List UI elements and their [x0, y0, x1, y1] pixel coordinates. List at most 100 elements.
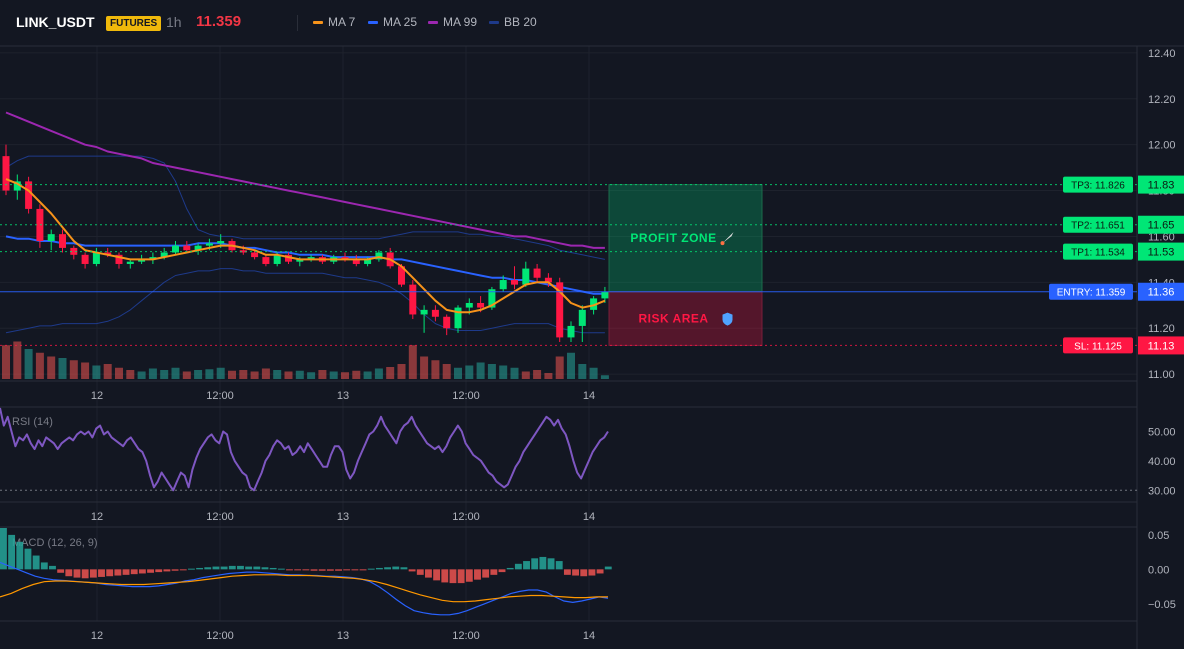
macd-histogram-bar — [335, 569, 342, 571]
tp2-tag-label: TP2: 11.651 — [1071, 221, 1125, 232]
x-tick-label: 14 — [583, 630, 595, 642]
candle-body — [431, 309, 439, 317]
macd-histogram-bar — [506, 567, 514, 570]
volume-bar — [499, 365, 508, 379]
macd-histogram-bar — [163, 569, 171, 572]
macd-histogram-bar — [171, 569, 179, 571]
candle-body — [36, 208, 44, 242]
volume-bar — [567, 352, 575, 379]
legend-ma25[interactable]: MA 25 — [368, 15, 417, 31]
volume-bar — [431, 360, 440, 379]
chart-header: LINK_USDT FUTURES 1h 11.359 MA 7 MA 25 M… — [0, 0, 1184, 46]
macd-tick-label: −0.05 — [1148, 599, 1176, 611]
price-tick-label: 12.40 — [1148, 48, 1176, 60]
macd-histogram-bar — [24, 548, 32, 570]
header-divider — [297, 15, 298, 31]
volume-bar — [386, 367, 395, 379]
legend-swatch-ma25 — [368, 21, 378, 25]
volume-bar — [261, 368, 270, 379]
interval-selector[interactable]: 1h — [166, 14, 182, 30]
candle-body — [601, 291, 609, 299]
volume-bar — [476, 362, 485, 379]
ma25-line — [5, 235, 605, 295]
volume-bar — [13, 341, 22, 379]
volume-bar — [182, 371, 191, 379]
candle-body — [296, 259, 304, 262]
macd-histogram-bar — [523, 561, 530, 570]
candle-body — [454, 307, 462, 329]
macd-histogram-bar — [384, 567, 392, 570]
macd-histogram-bar — [400, 567, 408, 570]
ma7-line — [5, 178, 606, 314]
candle-body — [556, 282, 564, 338]
macd-histogram-bar — [572, 569, 580, 576]
macd-histogram-bar — [269, 567, 277, 570]
volume-bar — [284, 371, 293, 379]
tp1-axis-tag — [1138, 242, 1184, 261]
macd-histogram-bar — [196, 567, 204, 570]
macd-histogram-bar — [187, 568, 195, 570]
volume-bar — [103, 364, 112, 379]
macd-histogram-bar — [449, 569, 457, 584]
legend-label-ma25: MA 25 — [383, 15, 418, 29]
candle-body — [25, 181, 33, 209]
macd-histogram-bar — [441, 569, 449, 583]
candle-body — [217, 241, 225, 244]
legend-ma99[interactable]: MA 99 — [428, 15, 477, 31]
macd-histogram-bar — [245, 566, 253, 570]
x-tick-label: 12 — [91, 511, 103, 523]
macd-histogram-bar — [318, 569, 326, 571]
candle-body — [341, 257, 349, 260]
legend-bb20[interactable]: BB 20 — [489, 15, 537, 31]
volume-bar — [442, 364, 451, 379]
futures-badge: FUTURES — [106, 16, 162, 31]
tp1-tag-label: TP1: 11.534 — [1071, 248, 1125, 259]
candle-body — [567, 325, 575, 338]
candle-body — [273, 254, 281, 264]
macd-histogram-bar — [89, 569, 97, 578]
macd-histogram-bar — [261, 567, 269, 570]
sl-axis-tag — [1138, 336, 1184, 355]
macd-panel[interactable]: MACD (12, 26, 9) — [0, 528, 612, 616]
x-tick-label: 13 — [337, 630, 349, 642]
candle-body — [375, 252, 383, 260]
macd-histogram-bar — [547, 558, 555, 570]
volume-bar — [35, 352, 44, 379]
macd-tick-label: 0.05 — [1148, 530, 1169, 542]
candle-body — [578, 309, 586, 326]
macd-histogram-bar — [114, 569, 122, 576]
volume-bar — [307, 372, 316, 379]
volume-bar — [273, 370, 282, 379]
x-tick-label: 12:00 — [452, 630, 480, 642]
macd-histogram-bar — [106, 569, 114, 577]
volume-bar — [374, 368, 383, 379]
macd-histogram-bar — [457, 569, 465, 584]
legend-ma7[interactable]: MA 7 — [313, 15, 355, 31]
macd-histogram-bar — [367, 568, 375, 570]
tp1-tag — [1063, 243, 1133, 260]
signal-line — [0, 574, 608, 603]
macd-histogram-bar — [40, 562, 48, 570]
volume-bar — [115, 367, 123, 379]
x-tick-label: 12:00 — [206, 511, 234, 523]
price-tick-label: 12.20 — [1148, 94, 1176, 106]
volume-bar — [408, 345, 417, 379]
macd-histogram-bar — [294, 569, 302, 571]
price-panel[interactable]: PROFIT ZONE RISK AREA TP3: 11.826 TP2: 11.6… — [0, 111, 1137, 380]
tp3-axis-tag — [1138, 175, 1184, 194]
candle-body — [511, 280, 518, 285]
symbol-name[interactable]: LINK_USDT — [16, 14, 95, 30]
volume-bar — [92, 365, 101, 379]
macd-histogram-bar — [310, 569, 318, 571]
candle-body — [443, 316, 451, 329]
candle-body — [251, 252, 259, 258]
x-tick-label: 12:00 — [452, 511, 480, 523]
macd-histogram-bar — [375, 567, 383, 570]
volume-bar — [341, 372, 349, 379]
rocket-flame — [720, 241, 725, 246]
macd-histogram-bar — [73, 569, 81, 578]
macd-histogram-bar — [408, 569, 416, 572]
rsi-panel[interactable]: RSI (14) — [0, 407, 1137, 492]
macd-histogram-bar — [326, 569, 334, 571]
